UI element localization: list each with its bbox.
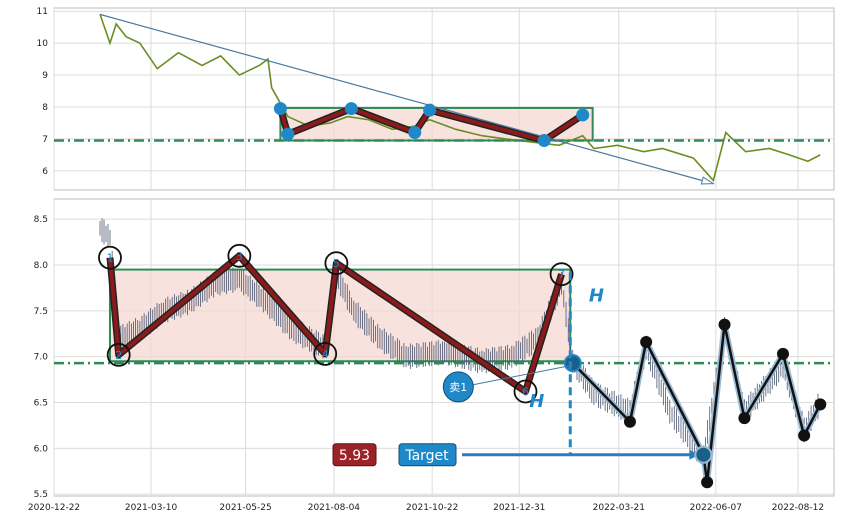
pattern-point-label: 7 [558,268,565,281]
y-tick-label: 7.0 [34,353,49,363]
pattern-point-circle [549,262,574,287]
swing-point-marker [798,429,811,442]
sell-marker [442,371,474,403]
target-value-label: 5.93 [339,448,370,464]
pattern-point-label: 5 [333,257,340,270]
swing-point-marker [718,318,731,331]
pattern-point-label: 6 [522,386,529,399]
target-value-box [332,443,377,467]
annotations: 1 2 3 4 5 6 7 卖1 H H Target 5.93 [98,243,827,489]
target-point-marker [694,445,713,464]
y-tick-label: 8.0 [34,261,49,271]
x-axis: 2020-12-22 2021-03-10 2021-05-25 2021-08-04… [28,503,824,513]
pattern-point-marker [344,102,358,116]
pattern-point-circle [98,245,122,270]
y-tick-label: 6 [42,167,48,177]
pattern-point-marker [281,127,295,141]
y-tick-label: 6.5 [34,399,48,409]
pattern-point-circle [513,379,538,404]
height-label-lower: H [529,391,544,412]
target-label: Target [404,448,449,464]
pattern-point-circle [227,243,252,268]
x-tick-label: 2021-12-31 [493,503,545,513]
pattern-point-circle [106,342,131,367]
trend-arrow-head [700,176,715,185]
sell-marker-label: 卖1 [449,381,467,394]
pattern-point-marker [273,102,287,116]
y-tick-label: 5.5 [34,490,48,500]
y-tick-label: 7.5 [34,307,48,317]
x-tick-label: 2021-05-25 [219,503,271,513]
pattern-point-marker [408,126,422,140]
pattern-point-label: 4 [322,348,329,361]
y-tick-label: 9 [42,71,48,81]
pattern-point-circle [324,251,349,276]
y-tick-label: 11 [37,7,48,17]
y-tick-label: 8 [42,103,48,113]
pattern-point-label: 1 [106,252,113,265]
x-tick-label: 2021-08-04 [308,503,361,513]
swing-point-marker [701,476,714,489]
pattern-point-label: 3 [236,250,243,263]
y-tick-label: 10 [37,39,49,49]
y-tick-label: 8.5 [34,215,48,225]
swing-point-marker [776,347,789,360]
top-panel: 6 7 8 9 10 11 [37,7,835,191]
swing-point-marker [640,336,653,348]
pattern-point-label: 2 [115,349,122,362]
x-tick-label: 2022-06-07 [690,503,742,513]
swing-point-marker [623,415,636,428]
swing-point-marker [738,412,751,425]
x-tick-label: 2022-03-21 [593,503,645,513]
x-tick-label: 2020-12-22 [28,503,80,513]
y-tick-label: 7 [42,135,48,145]
pattern-point-marker [576,108,590,122]
breakout-point-marker [563,354,582,373]
x-tick-label: 2021-03-10 [125,503,178,513]
x-tick-label: 2021-10-22 [406,503,458,513]
sell-pointer [472,364,573,386]
y-tick-label: 6.0 [34,444,49,454]
swing-point-marker [814,398,827,411]
x-tick-label: 2022-08-12 [772,503,824,513]
pattern-zigzag [107,253,564,394]
trend-arrow [99,13,714,185]
post-breakout-path [571,323,822,484]
target-label-box [398,443,457,467]
pattern-point-circle [313,342,338,366]
plot-frame [53,7,835,191]
height-label-upper: H [589,286,604,307]
pattern-point-marker [423,103,437,117]
